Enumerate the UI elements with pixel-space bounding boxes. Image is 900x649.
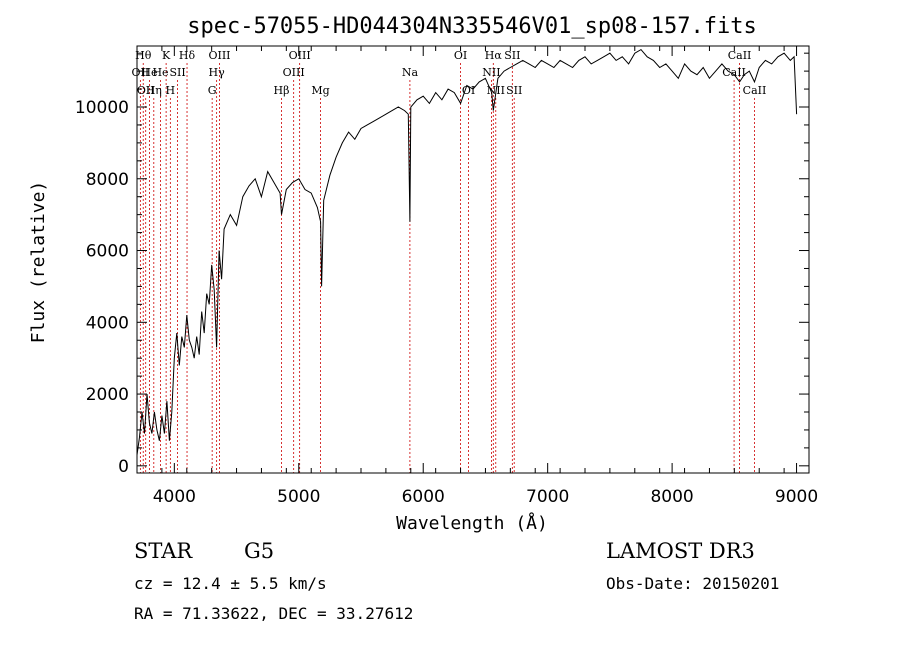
line-labels: OIIHθOIIHeHηHeKHSIIHδGHγOIIIHβOIIIOIIIMg… (132, 49, 767, 97)
line-label: SII (169, 66, 185, 79)
y-tick-label: 10000 (75, 98, 129, 118)
y-axis-ticks: 0 2000 4000 6000 8000 10000 (75, 52, 809, 477)
spectrum-line (136, 48, 798, 456)
line-label: Na (402, 66, 419, 79)
line-label: Hη (146, 84, 162, 97)
x-axis-label: Wavelength (Å) (396, 512, 548, 534)
line-label: CaII (743, 84, 767, 97)
y-tick-label: 4000 (86, 313, 129, 333)
object-class: STAR (134, 539, 193, 563)
x-tick-label: 7000 (526, 487, 569, 507)
line-label: G (208, 84, 217, 97)
line-label: Mg (311, 84, 329, 97)
x-tick-label: 8000 (650, 487, 693, 507)
redshift-readout: cz = 12.4 ± 5.5 km/s (134, 574, 327, 593)
line-label: CaII (728, 49, 752, 62)
line-label: NII (482, 66, 500, 79)
survey-name: LAMOST DR3 (606, 539, 755, 563)
x-tick-label: 5000 (277, 487, 320, 507)
line-label: SII (506, 84, 522, 97)
line-label: OII (132, 66, 150, 79)
y-tick-label: 8000 (86, 170, 129, 190)
line-label: Hα (485, 49, 503, 62)
x-tick-label: 9000 (775, 487, 818, 507)
line-label: Hδ (179, 49, 196, 62)
line-label: Hβ (274, 84, 290, 97)
line-label: OIII (283, 66, 305, 79)
line-label: OIII (208, 49, 230, 62)
line-label: OII (137, 84, 155, 97)
line-label: K (162, 49, 171, 62)
line-label: SII (504, 49, 520, 62)
line-label: H (166, 84, 176, 97)
line-markers (139, 63, 755, 473)
y-tick-label: 2000 (86, 385, 129, 405)
line-label: He (141, 66, 157, 79)
y-axis-label: Flux (relative) (28, 181, 49, 344)
line-label: OIII (289, 49, 311, 62)
coordinates: RA = 71.33622, DEC = 33.27612 (134, 604, 414, 623)
y-tick-label: 0 (118, 457, 129, 477)
obs-date: Obs-Date: 20150201 (606, 574, 780, 593)
line-label: CaII (722, 66, 746, 79)
chart-title: spec-57055-HD044304N335546V01_sp08-157.f… (187, 14, 757, 39)
line-label: OI (462, 84, 475, 97)
line-label: Hγ (209, 66, 226, 79)
x-tick-label: 4000 (153, 487, 196, 507)
line-label: He (152, 66, 168, 79)
object-subclass: G5 (244, 539, 275, 563)
line-label: Hθ (135, 49, 152, 62)
x-axis-ticks: 4000 5000 6000 7000 8000 9000 (136, 46, 818, 507)
plot-frame (136, 45, 810, 474)
y-tick-label: 6000 (86, 242, 129, 262)
x-tick-label: 6000 (402, 487, 445, 507)
line-label: OI (454, 49, 467, 62)
